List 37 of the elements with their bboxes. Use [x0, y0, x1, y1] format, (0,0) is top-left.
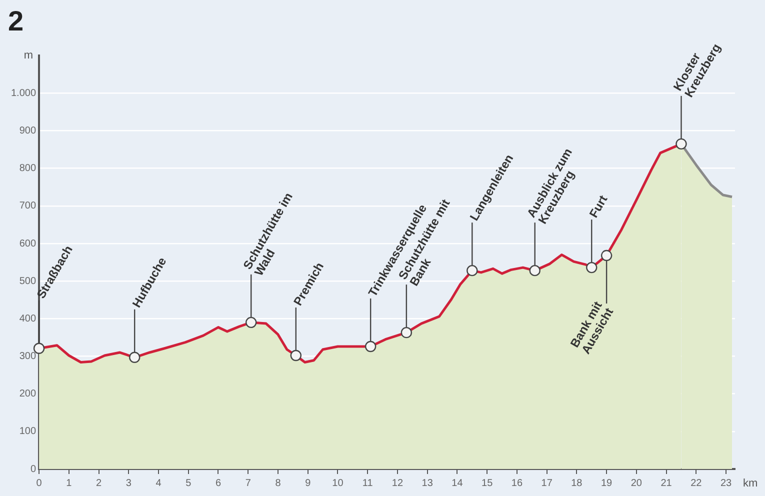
x-tick-label: 3 [126, 478, 132, 489]
y-tick-label: 900 [19, 126, 36, 137]
x-tick-label: 14 [452, 478, 464, 489]
y-tick-label: 300 [19, 351, 36, 362]
x-tick-label: 13 [422, 478, 434, 489]
x-tick-label: 12 [392, 478, 404, 489]
y-tick-label: 500 [19, 276, 36, 287]
x-tick-label: 18 [571, 478, 583, 489]
x-tick-label: 20 [630, 478, 642, 489]
y-tick-label: 0 [30, 464, 36, 475]
x-tick-label: 4 [156, 478, 162, 489]
x-tick-label: 21 [660, 478, 672, 489]
x-tick-label: 9 [305, 478, 312, 489]
x-tick-label: 11 [362, 478, 374, 489]
x-tick-label: 17 [541, 478, 553, 489]
x-axis-title: km [743, 478, 758, 490]
x-tick-label: 7 [245, 478, 252, 489]
y-tick-label: 700 [19, 200, 36, 212]
y-tick-label: 100 [19, 426, 36, 438]
x-tick-label: 15 [482, 478, 494, 489]
x-tick-label: 5 [186, 478, 192, 489]
x-tick-label: 16 [511, 478, 523, 489]
y-tick-label: 400 [19, 313, 36, 324]
y-tick-label: 1.000 [10, 88, 36, 99]
x-tick-label: 23 [720, 478, 732, 489]
chart-title: 2 [8, 6, 24, 37]
x-tick-label: 6 [215, 478, 222, 489]
x-tick-label: 22 [690, 478, 702, 489]
y-tick-label: 600 [19, 238, 36, 250]
x-tick-label: 1 [66, 478, 72, 489]
y-tick-label: 800 [19, 163, 36, 174]
x-tick-label: 8 [275, 478, 282, 489]
x-tick-label: 2 [96, 478, 102, 489]
x-tick-label: 19 [600, 478, 613, 489]
y-tick-label: 200 [19, 388, 36, 400]
x-tick-label: 10 [332, 478, 344, 489]
y-axis-title: m [24, 50, 34, 62]
